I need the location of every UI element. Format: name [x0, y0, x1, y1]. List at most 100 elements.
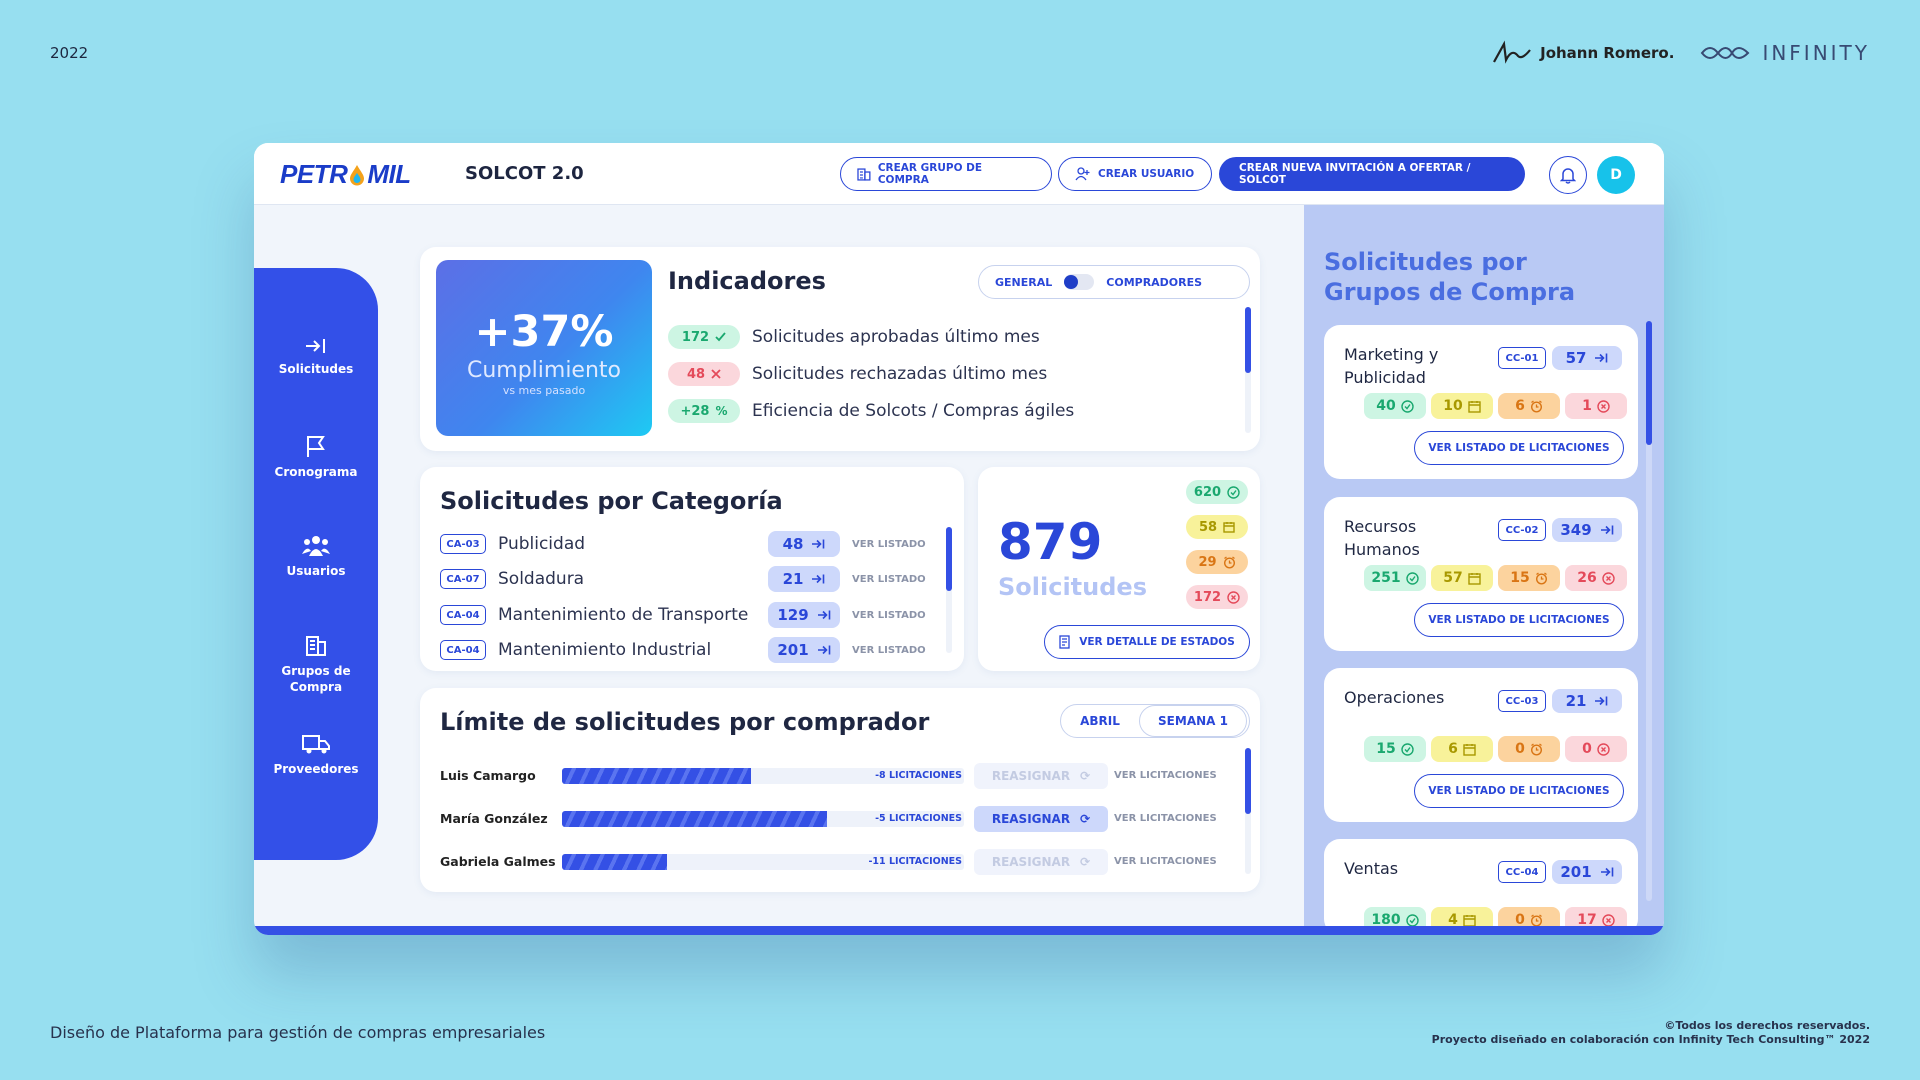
footer-collab: Proyecto diseñado en colaboración con In… [1431, 1033, 1870, 1046]
author-name: Johann Romero. [1540, 44, 1675, 62]
group-stat: 6 [1498, 393, 1560, 419]
limite-scrollbar[interactable] [1245, 748, 1251, 874]
indicator-row: 48 Solicitudes rechazadas último mes [668, 362, 1047, 386]
ver-listado-licitaciones-button[interactable]: VER LISTADO DE LICITACIONES [1414, 774, 1624, 808]
group-name: Recursos Humanos [1344, 517, 1420, 559]
group-total[interactable]: 21 [1552, 689, 1622, 713]
arrow-in-icon [817, 610, 830, 620]
category-name: Soldadura [498, 569, 585, 589]
footer-copyright: ©Todos los derechos reservados. Proyecto… [1432, 1019, 1870, 1047]
ver-listado-link[interactable]: VER LISTADO [852, 610, 926, 621]
group-total[interactable]: 201 [1552, 860, 1622, 884]
group-total[interactable]: 349 [1552, 518, 1622, 542]
tab-semana[interactable]: SEMANA 1 [1139, 705, 1247, 737]
kpi-value: +37% [474, 307, 614, 357]
alarm-icon [1530, 399, 1542, 413]
ver-listado-link[interactable]: VER LISTADO [852, 645, 926, 656]
reassign-button[interactable]: REASIGNAR ⟳ [974, 806, 1108, 832]
buyer-name: Luis Camargo [440, 768, 536, 783]
x-circle-icon [1597, 399, 1610, 413]
group-stat-value: 251 [1371, 570, 1401, 586]
category-name: Mantenimiento de Transporte [498, 605, 749, 625]
category-count[interactable]: 201 [768, 637, 840, 663]
group-total[interactable]: 57 [1552, 346, 1622, 370]
alarm-icon [1223, 555, 1235, 569]
ver-detalle-estados-button[interactable]: VER DETALLE DE ESTADOS [1044, 625, 1250, 659]
infinity-logo-icon [1701, 47, 1750, 59]
top-bar: PETR MIL SOLCOT 2.0 CREAR GRUPO DE COMPRA… [254, 143, 1664, 205]
group-total-value: 201 [1560, 863, 1592, 881]
buyer-name: Gabriela Galmes [440, 854, 556, 869]
reassign-label: REASIGNAR [991, 769, 1071, 783]
group-stat-value: 40 [1376, 398, 1396, 414]
category-count-value: 201 [777, 641, 809, 659]
tab-abril[interactable]: ABRIL [1080, 714, 1120, 728]
sidebar-item-grupos[interactable]: Grupos de Compra [254, 633, 378, 695]
app-window: PETR MIL SOLCOT 2.0 CREAR GRUPO DE COMPRA… [254, 143, 1664, 935]
sidebar-label: Grupos de Compra [281, 664, 351, 694]
bell-icon [1560, 168, 1576, 184]
limit-bar [562, 768, 964, 784]
sidebar-item-cronograma[interactable]: Cronograma [254, 435, 378, 479]
ver-licitaciones-link[interactable]: VER LICITACIONES [1114, 813, 1217, 824]
ver-listado-licitaciones-button[interactable]: VER LISTADO DE LICITACIONES [1414, 431, 1624, 465]
categoria-title: Solicitudes por Categoría [440, 487, 783, 515]
limite-card: Límite de solicitudes por comprador ABRI… [420, 688, 1260, 892]
indicadores-scrollbar[interactable] [1245, 307, 1251, 433]
ver-licitaciones-link[interactable]: VER LICITACIONES [1114, 770, 1217, 781]
sidebar-item-solicitudes[interactable]: Solicitudes [254, 336, 378, 376]
refresh-icon: ⟳ [1080, 769, 1091, 783]
calendar-icon [1463, 743, 1476, 756]
create-group-button[interactable]: CREAR GRUPO DE COMPRA [840, 157, 1052, 191]
rejected-pill: 48 [668, 362, 740, 386]
ver-detalle-label: VER DETALLE DE ESTADOS [1079, 636, 1235, 648]
toggle-switch[interactable] [1064, 274, 1095, 290]
sidebar-item-usuarios[interactable]: Usuarios [254, 534, 378, 578]
group-code: CC-04 [1498, 861, 1546, 883]
petromil-logo[interactable]: PETR MIL [280, 159, 411, 190]
calendar-icon [1463, 914, 1476, 927]
ver-listado-link[interactable]: VER LISTADO [852, 539, 926, 550]
group-name: Operaciones [1344, 688, 1445, 707]
ver-licitaciones-link[interactable]: VER LICITACIONES [1114, 856, 1217, 867]
toggle-general-label: GENERAL [995, 275, 1053, 289]
category-name: Publicidad [498, 534, 586, 554]
create-user-button[interactable]: CREAR USUARIO [1058, 157, 1212, 191]
sidebar: Solicitudes Cronograma Usuarios Grupos d… [254, 268, 378, 860]
arrow-in-icon [306, 339, 325, 353]
group-name: Marketing y Publicidad [1344, 345, 1439, 387]
categoria-scrollbar[interactable] [946, 527, 952, 653]
check-icon [715, 332, 726, 342]
grupos-title: Solicitudes por Grupos de Compra [1324, 248, 1576, 306]
credits: Johann Romero. INFINITY [1492, 40, 1870, 66]
group-stat: 40 [1364, 393, 1426, 419]
general-compradores-toggle[interactable]: GENERAL COMPRADORES [978, 265, 1250, 299]
kpi-sub: vs mes pasado [502, 384, 586, 397]
app-title: SOLCOT 2.0 [465, 163, 584, 184]
indicadores-card: +37% Cumplimiento vs mes pasado Indicado… [420, 247, 1260, 451]
ver-listado-link[interactable]: VER LISTADO [852, 574, 926, 585]
group-stat: 15 [1498, 565, 1560, 591]
kpi-label: Cumplimiento [466, 358, 622, 383]
sidebar-label: Cronograma [274, 465, 358, 479]
check-circle-icon [1405, 571, 1419, 585]
create-group-label: CREAR GRUPO DE COMPRA [877, 162, 983, 186]
user-avatar[interactable]: D [1597, 156, 1635, 194]
category-count[interactable]: 129 [768, 602, 840, 628]
category-count[interactable]: 21 [768, 566, 840, 592]
notifications-button[interactable] [1549, 156, 1587, 194]
group-stat: 1 [1565, 393, 1627, 419]
create-invitation-button[interactable]: CREAR NUEVA INVITACIÓN A OFERTAR / SOLCO… [1219, 157, 1525, 191]
reassign-button-disabled[interactable]: REASIGNAR ⟳ [974, 849, 1108, 875]
grupos-scrollbar[interactable] [1646, 321, 1652, 901]
reassign-button-disabled[interactable]: REASIGNAR ⟳ [974, 763, 1108, 789]
group-code: CC-01 [1498, 347, 1546, 369]
remaining-label: -8 LICITACIONES [875, 770, 962, 781]
category-count[interactable]: 48 [768, 531, 840, 557]
arrow-in-icon [812, 574, 825, 584]
footer-rights: ©Todos los derechos reservados. [1664, 1019, 1870, 1032]
sidebar-item-proveedores[interactable]: Proveedores [254, 732, 378, 776]
ver-listado-licitaciones-button[interactable]: VER LISTADO DE LICITACIONES [1414, 603, 1624, 637]
reassign-label: REASIGNAR [991, 812, 1071, 826]
indicator-text: Solicitudes rechazadas último mes [752, 364, 1048, 384]
